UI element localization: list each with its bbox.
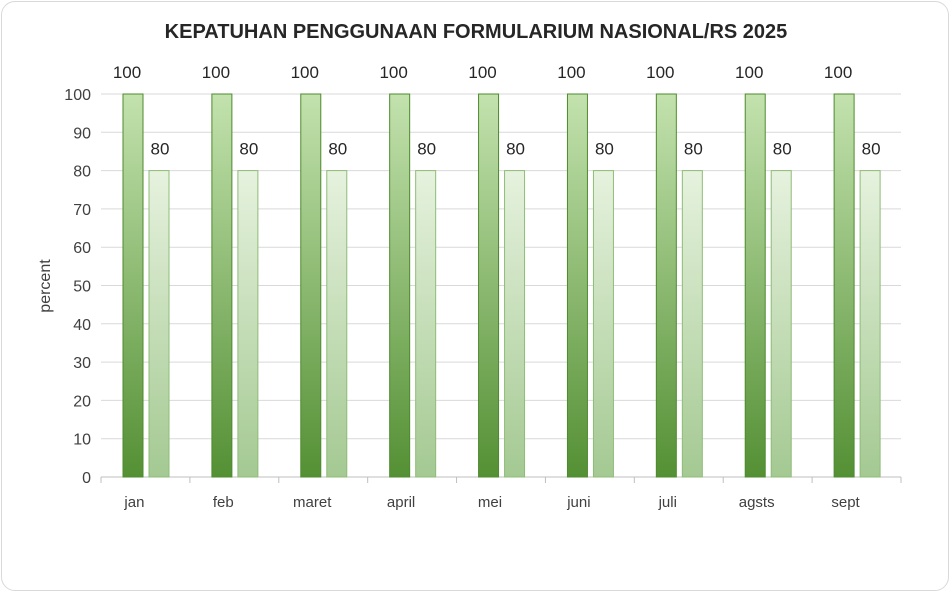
- y-tick-label: 30: [73, 355, 91, 372]
- bar-jan-series-1: [122, 93, 144, 478]
- bar-maret-series-2: [326, 170, 348, 478]
- bars: [122, 93, 881, 478]
- bar-juni-series-1: [566, 93, 588, 478]
- data-label: 80: [239, 140, 258, 159]
- bar-sept-series-1: [833, 93, 855, 478]
- data-label: 100: [379, 63, 407, 82]
- bar-juli-series-2: [681, 170, 703, 478]
- y-tick-label: 0: [82, 470, 91, 487]
- y-tick-label: 20: [73, 393, 91, 410]
- data-labels: 100 80 100 80 100 80 100 80 100 80 100 80 100 80 100 80…: [113, 63, 881, 159]
- y-tick-label: 50: [73, 279, 91, 296]
- y-tick-label: 10: [73, 432, 91, 449]
- y-axis-ticks: 0 10 20 30 40 50 60 70 80 90 100: [64, 87, 91, 487]
- data-label: 100: [735, 63, 763, 82]
- x-tick-label: april: [387, 494, 415, 511]
- bar-juni-series-2: [592, 170, 614, 478]
- y-tick-label: 80: [73, 164, 91, 181]
- bar-agsts-series-1: [744, 93, 766, 478]
- x-tick-label: juli: [658, 494, 677, 511]
- data-label: 100: [646, 63, 674, 82]
- x-tick-label: mei: [478, 494, 502, 511]
- data-label: 100: [291, 63, 319, 82]
- y-axis-label: percent: [37, 259, 54, 313]
- data-label: 80: [684, 140, 703, 159]
- bar-sept-series-2: [859, 170, 881, 478]
- y-tick-label: 40: [73, 317, 91, 334]
- bar-feb-series-2: [237, 170, 259, 478]
- bar-jan-series-2: [148, 170, 170, 478]
- data-label: 100: [824, 63, 852, 82]
- x-tick-label: agsts: [739, 494, 775, 511]
- x-tick-label: juni: [566, 494, 590, 511]
- y-tick-label: 90: [73, 125, 91, 142]
- data-label: 80: [417, 140, 436, 159]
- bar-feb-series-1: [211, 93, 233, 478]
- x-axis-ticks: jan feb maret april mei juni juli agsts sept: [100, 477, 902, 511]
- bar-juli-series-1: [655, 93, 677, 478]
- bar-mei-series-2: [504, 170, 526, 478]
- bar-agsts-series-2: [770, 170, 792, 478]
- data-label: 80: [773, 140, 792, 159]
- data-label: 80: [328, 140, 347, 159]
- x-tick-label: sept: [831, 494, 860, 511]
- y-tick-label: 100: [64, 87, 91, 104]
- gridlines: [101, 93, 901, 478]
- data-label: 100: [113, 63, 141, 82]
- data-label: 80: [151, 140, 170, 159]
- y-tick-label: 60: [73, 240, 91, 257]
- data-label: 80: [595, 140, 614, 159]
- x-tick-label: feb: [213, 494, 234, 511]
- y-tick-label: 70: [73, 202, 91, 219]
- x-tick-label: maret: [293, 494, 332, 511]
- bar-mei-series-1: [478, 93, 500, 478]
- bar-april-series-1: [389, 93, 411, 478]
- data-label: 80: [862, 140, 881, 159]
- chart-title: KEPATUHAN PENGGUNAAN FORMULARIUM NASIONA…: [165, 21, 788, 43]
- bar-maret-series-1: [300, 93, 322, 478]
- data-label: 80: [506, 140, 525, 159]
- data-label: 100: [557, 63, 585, 82]
- x-tick-label: jan: [123, 494, 144, 511]
- data-label: 100: [468, 63, 496, 82]
- bar-april-series-2: [415, 170, 437, 478]
- data-label: 100: [202, 63, 230, 82]
